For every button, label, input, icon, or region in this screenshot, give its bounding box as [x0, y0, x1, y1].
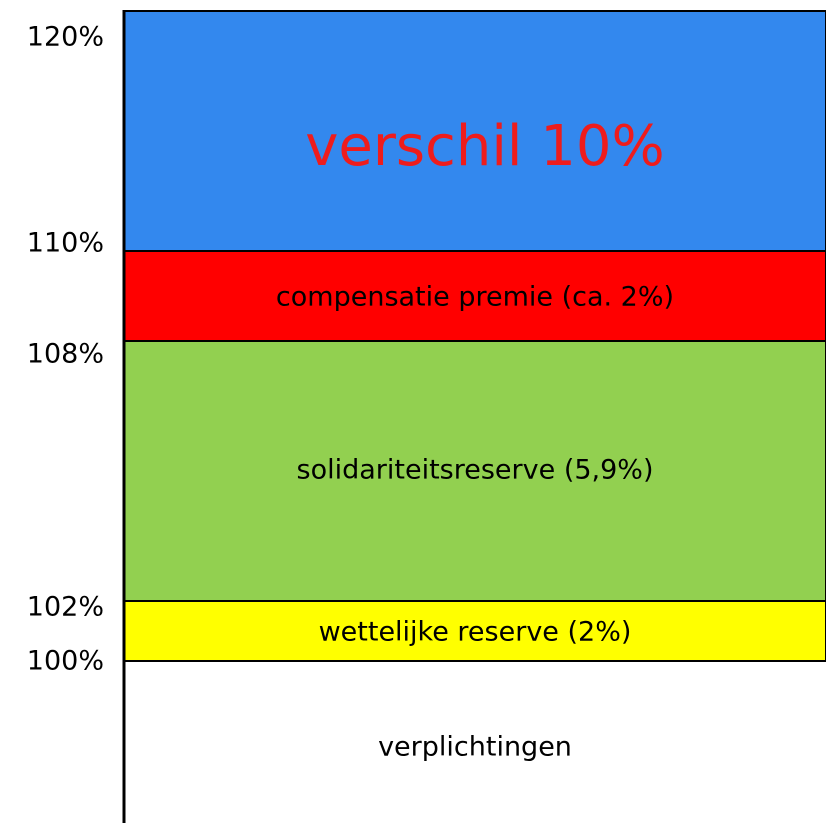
level-label: 120% — [27, 22, 104, 53]
level-label: 100% — [27, 646, 104, 677]
level-label: 110% — [27, 228, 104, 259]
block-compensatie — [123, 250, 826, 342]
level-label: 108% — [27, 339, 104, 370]
block-label: verplichtingen — [378, 732, 572, 763]
level-label: 102% — [27, 592, 104, 623]
block-wettelijk — [123, 600, 826, 662]
block-label: compensatie premie (ca. 2%) — [276, 282, 674, 313]
block-label: verschil 10% — [305, 114, 664, 179]
block-label: solidariteitsreserve (5,9%) — [297, 455, 654, 486]
block-label: wettelijke reserve (2%) — [319, 617, 632, 648]
block-verschil — [123, 10, 826, 252]
